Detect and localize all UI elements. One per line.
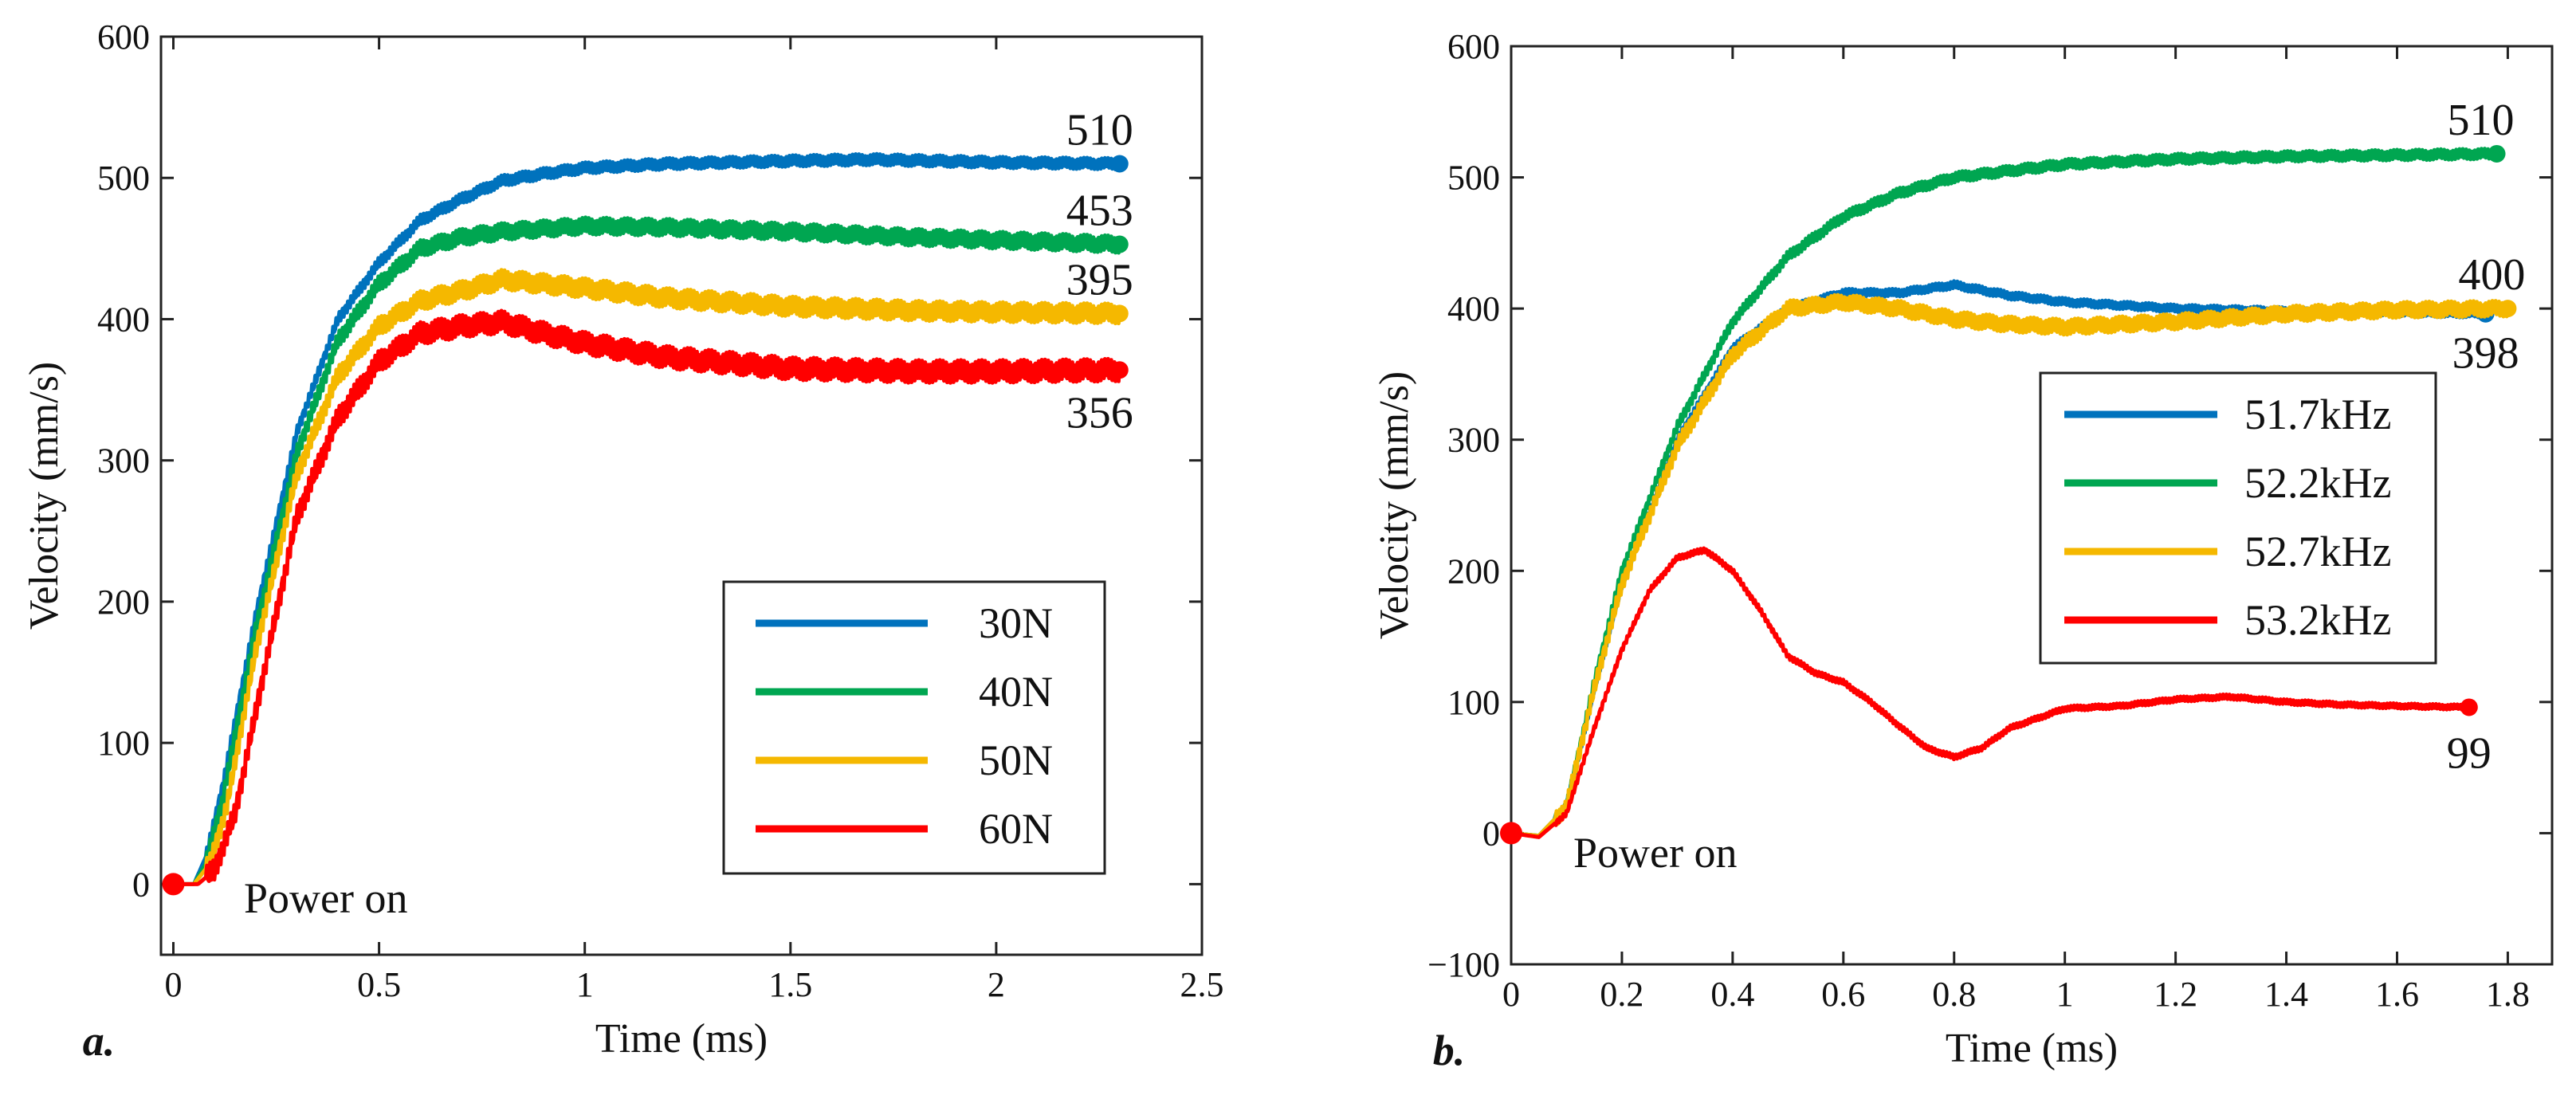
y-tick-label: 300 — [1447, 421, 1500, 460]
x-tick-label: 1 — [576, 965, 594, 1004]
y-tick-label: 0 — [1482, 814, 1500, 853]
axes-frame — [159, 35, 1204, 956]
series-line-30N — [172, 151, 1122, 886]
x-axis-label: Time (ms) — [595, 1016, 768, 1062]
x-tick-label: 1.5 — [768, 965, 812, 1004]
series-end-marker — [2460, 698, 2478, 716]
series-end-marker — [1110, 235, 1129, 253]
y-tick-label: 200 — [97, 583, 150, 622]
power-on-marker — [162, 873, 185, 896]
y-axis-label: Velocity (mm/s) — [22, 362, 67, 630]
x-tick-label: 2 — [988, 965, 1005, 1004]
panel-label: a. — [83, 1017, 116, 1065]
series-line-40N — [172, 215, 1122, 886]
series-end-label: 99 — [2447, 728, 2492, 778]
power-on-annotation: Power on — [244, 874, 407, 922]
series-end-marker — [2499, 300, 2517, 318]
series-line-50N — [172, 268, 1122, 886]
legend-entry-label: 30N — [979, 599, 1053, 647]
x-tick-label: 0 — [164, 965, 182, 1004]
y-tick-label: 400 — [1447, 289, 1500, 328]
series-line-60N — [172, 308, 1122, 886]
y-tick-label: 300 — [97, 442, 150, 481]
series-end-marker — [1110, 155, 1129, 173]
y-tick-label: 500 — [1447, 159, 1500, 198]
legend-entry-label: 52.7kHz — [2244, 528, 2391, 575]
x-tick-label: 1.4 — [2264, 975, 2308, 1014]
y-tick-label: 600 — [97, 18, 150, 57]
legend-entry-label: 53.2kHz — [2244, 596, 2391, 644]
series-end-marker — [1110, 361, 1129, 379]
series-end-marker — [2488, 144, 2506, 163]
x-tick-label: 2.5 — [1180, 965, 1224, 1004]
x-tick-label: 1.8 — [2486, 975, 2530, 1014]
series-end-label: 400 — [2458, 250, 2525, 300]
legend-entry-label: 60N — [979, 805, 1053, 853]
series-end-label: 356 — [1066, 388, 1133, 438]
axes-frame — [1510, 45, 2554, 966]
x-tick-label: 0 — [1502, 975, 1520, 1014]
x-tick-label: 0.6 — [1821, 975, 1865, 1014]
x-tick-label: 1 — [2056, 975, 2074, 1014]
series-line-53-2kHz — [1510, 546, 2472, 839]
x-tick-label: 0.5 — [357, 965, 401, 1004]
x-tick-label: 0.4 — [1710, 975, 1754, 1014]
power-on-annotation: Power on — [1573, 829, 1737, 877]
y-tick-label: 600 — [1447, 27, 1500, 66]
x-tick-label: 0.2 — [1600, 975, 1643, 1014]
legend-box — [722, 580, 1106, 875]
legend-entry-label: 50N — [979, 736, 1053, 784]
x-tick-label: 0.8 — [1932, 975, 1976, 1014]
y-tick-label: 200 — [1447, 552, 1500, 591]
series-line-52-7kHz — [1510, 292, 2510, 838]
panel-a-velocity-vs-time-by-force: 0 100 200 300 400 500 600 0 0.5 1 1.5 2 2.5 Time (ms)… — [22, 18, 1224, 1065]
y-tick-label: 100 — [97, 724, 150, 763]
series-end-label: 453 — [1066, 186, 1133, 236]
series-end-label: 398 — [2452, 329, 2519, 379]
y-tick-label: 500 — [97, 159, 150, 198]
legend-entry-label: 40N — [979, 668, 1053, 716]
y-axis-label: Velocity (mm/s) — [1372, 371, 1417, 640]
x-tick-label: 1.2 — [2154, 975, 2197, 1014]
series-line-52-2kHz — [1510, 147, 2499, 838]
legend-entry-label: 51.7kHz — [2244, 391, 2391, 438]
power-on-marker — [1500, 822, 1522, 845]
legend-box — [2039, 371, 2437, 665]
series-end-label: 510 — [2448, 96, 2515, 145]
series-end-label: 510 — [1066, 106, 1133, 155]
series-end-label: 395 — [1066, 255, 1133, 304]
y-tick-label: 0 — [132, 865, 150, 904]
series-end-marker — [1110, 304, 1129, 323]
y-tick-label: −100 — [1427, 945, 1500, 984]
y-tick-label: 400 — [97, 300, 150, 339]
panel-label: b. — [1433, 1026, 1466, 1074]
legend-entry-label: 52.2kHz — [2244, 459, 2391, 507]
x-tick-label: 1.6 — [2375, 975, 2419, 1014]
x-axis-label: Time (ms) — [1946, 1026, 2118, 1071]
y-tick-label: 100 — [1447, 683, 1500, 722]
